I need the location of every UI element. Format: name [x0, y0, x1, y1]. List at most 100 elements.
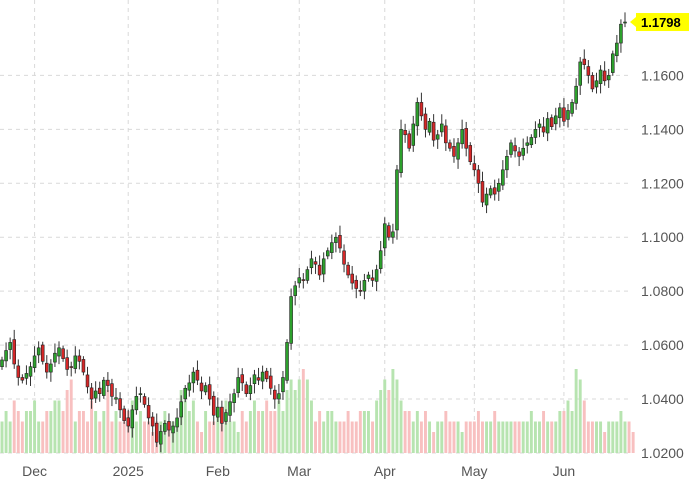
candle: [444, 119, 448, 151]
y-tick-label: 1.1600: [641, 67, 684, 83]
volume-bar: [33, 400, 37, 453]
candle-body: [122, 408, 126, 421]
volume-bar: [607, 421, 611, 453]
candle: [281, 371, 285, 400]
candle: [175, 408, 179, 432]
candle-body: [488, 188, 493, 196]
volume-bar: [57, 400, 61, 453]
volume-bar: [623, 421, 627, 453]
candle: [134, 386, 139, 415]
volume-bar: [550, 421, 554, 453]
candle-body: [346, 264, 350, 276]
candle: [207, 376, 212, 406]
candle-body: [533, 129, 538, 138]
candle: [317, 255, 322, 280]
candle: [358, 280, 363, 297]
candle: [142, 393, 147, 408]
candle-body: [313, 261, 318, 265]
candle-body: [464, 128, 468, 149]
candle-body: [93, 390, 98, 399]
volume-bar: [615, 421, 619, 453]
candle-body: [513, 145, 517, 152]
candle-body: [49, 363, 53, 373]
candle: [138, 387, 143, 403]
candle-body: [24, 373, 29, 379]
candle-body: [4, 350, 8, 362]
volume-bar: [49, 411, 53, 453]
volume-bar: [578, 379, 582, 453]
candle: [211, 391, 216, 425]
candle: [554, 107, 558, 131]
candle: [126, 409, 130, 433]
candle-body: [586, 66, 591, 76]
candle: [89, 383, 94, 409]
x-tick-label: Mar: [287, 463, 311, 479]
candle-body: [301, 279, 306, 281]
volume-bar: [183, 400, 187, 453]
volume-bar: [224, 400, 228, 453]
candle-body: [175, 417, 179, 428]
candle-body: [171, 425, 175, 434]
volume-bar: [358, 411, 362, 453]
volume-bar: [106, 390, 110, 453]
volume-bar: [574, 369, 578, 453]
candle-body: [342, 250, 346, 265]
candle-body: [570, 102, 574, 114]
volume-bar: [533, 421, 537, 453]
candle: [611, 50, 615, 76]
volume-bar: [542, 411, 546, 453]
candle: [468, 142, 473, 165]
candle: [448, 139, 452, 152]
candle: [558, 102, 562, 128]
volume-bar: [342, 421, 346, 453]
candle-body: [154, 422, 159, 443]
volume-bar: [293, 390, 297, 453]
candle-body: [497, 183, 501, 192]
volume-bar: [20, 421, 24, 453]
candle: [623, 12, 627, 28]
candle: [224, 409, 228, 425]
candle-body: [179, 401, 183, 418]
candle: [195, 360, 200, 386]
candle: [537, 119, 542, 138]
volume-bar: [244, 421, 248, 453]
candle-body: [142, 396, 147, 405]
volume-bar: [200, 432, 203, 453]
candle-body: [362, 280, 367, 292]
candle: [562, 98, 566, 127]
candle: [232, 388, 236, 413]
candle: [574, 78, 578, 110]
candle-body: [85, 374, 90, 388]
volume-bar: [232, 421, 236, 453]
volume-bar: [220, 411, 224, 453]
candle-body: [32, 355, 37, 368]
volume-bar: [273, 411, 277, 453]
last-price-marker: 1.1798: [630, 13, 689, 32]
volume-bar: [456, 421, 460, 453]
volume-bar: [175, 421, 179, 453]
candle: [53, 343, 57, 367]
candle: [533, 121, 538, 144]
candle-body: [590, 75, 595, 90]
volume-bar: [305, 379, 309, 453]
candle: [264, 367, 269, 383]
candle: [150, 412, 155, 436]
volume-bar: [399, 400, 403, 453]
candle-body: [191, 371, 196, 384]
volume-bar: [8, 421, 12, 453]
candle: [330, 234, 334, 260]
candle: [321, 252, 326, 283]
volume-bar: [114, 411, 118, 453]
y-tick-label: 1.0200: [641, 445, 684, 461]
candle-body: [545, 118, 550, 134]
candle-body: [623, 21, 627, 24]
candle: [289, 288, 293, 350]
candle-body: [350, 273, 354, 284]
candle: [49, 359, 53, 382]
volume-bar: [362, 411, 366, 453]
candle-body: [28, 366, 33, 377]
candle: [452, 138, 456, 163]
candle: [179, 395, 183, 426]
volume-bar: [428, 421, 432, 453]
